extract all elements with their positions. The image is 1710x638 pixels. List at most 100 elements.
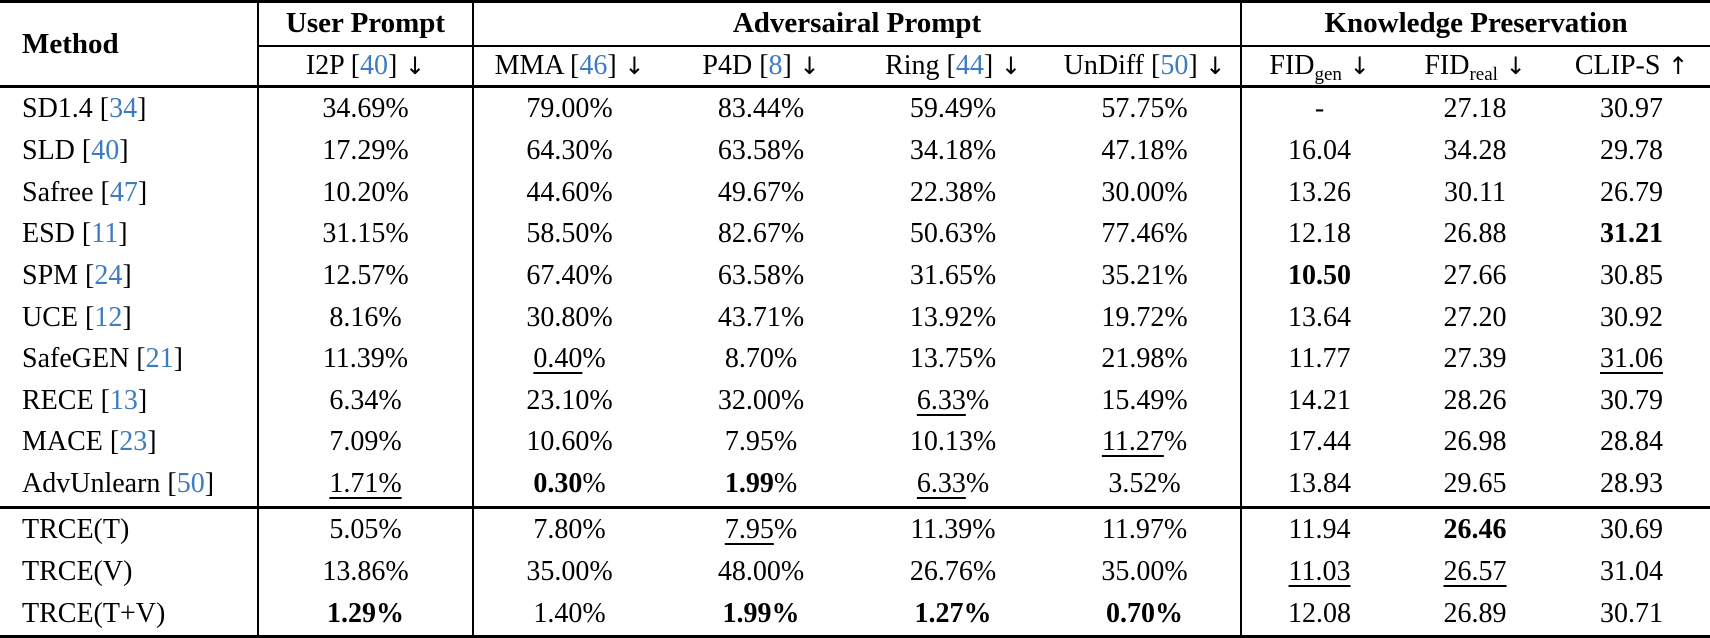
cell-rece-undiff: 15.49%	[1049, 380, 1241, 422]
group-header-row: Method User Prompt Adversairal Prompt Know…	[0, 1, 1710, 88]
cell-value: 47.18%	[1101, 135, 1188, 167]
cell-value: 13.86%	[322, 555, 409, 587]
citation-link[interactable]: 46	[579, 49, 608, 81]
citation-link[interactable]: 47	[109, 176, 138, 208]
cell-value: 16.04	[1288, 135, 1352, 167]
cell-rece-mma: 23.10%	[472, 380, 665, 422]
cell-value: 30.79	[1600, 384, 1664, 416]
citation-link[interactable]: 11	[91, 218, 119, 250]
citation-link[interactable]: 24	[94, 259, 123, 291]
cell-trce-t-v-undiff: 0.70%	[1049, 593, 1241, 637]
cell-safegen-p4d: 8.70%	[665, 338, 857, 380]
cell-value: 13.26	[1288, 176, 1352, 208]
cell-value: 30.71	[1600, 597, 1664, 629]
cell-value: 10.50	[1288, 259, 1352, 291]
cell-value: 43.71%	[717, 301, 805, 333]
citation-link[interactable]: 13	[109, 384, 138, 416]
cell-rece-ring: 6.33%	[857, 380, 1049, 422]
citation-link[interactable]: 50	[1160, 49, 1189, 81]
cell-value: 13.92%	[909, 301, 997, 333]
cell-value: 23.10%	[526, 384, 613, 416]
citation-link[interactable]: 23	[119, 426, 148, 458]
cell-advunlearn-fid-real: 29.65	[1397, 463, 1553, 507]
table-header: Method User Prompt Adversairal Prompt Know…	[0, 1, 1710, 88]
cell-value: 21.98%	[1101, 343, 1188, 375]
citation-link[interactable]: 12	[94, 301, 123, 333]
cell-value: 31.06	[1600, 343, 1664, 375]
cell-value: 35.00%	[526, 555, 613, 587]
subscript-label: gen	[1314, 63, 1342, 85]
cell-value: %	[773, 513, 798, 545]
cell-rece-p4d: 32.00%	[665, 380, 857, 422]
citation-link[interactable]: 40	[91, 135, 120, 167]
cell-safegen-clip-s: 31.06	[1553, 338, 1710, 380]
cell-value: 11.27	[1101, 426, 1164, 458]
arrow-down-icon: ↓	[791, 51, 820, 80]
cell-trce-v-clip-s: 31.04	[1553, 551, 1710, 593]
cell-value: 31.21	[1600, 218, 1664, 250]
cell-sd1-4-mma: 79.00%	[472, 86, 665, 131]
cell-sld-i2p: 17.29%	[257, 130, 473, 172]
cell-value: 12.18	[1288, 218, 1352, 250]
cell-advunlearn-i2p: 1.71%	[257, 463, 473, 508]
column-header-fid-gen: FIDgen ↓	[1240, 45, 1398, 88]
cell-sld-fid-gen: 16.04	[1240, 130, 1398, 172]
cell-value: 30.80%	[526, 301, 613, 333]
cell-esd-ring: 50.63%	[857, 214, 1049, 256]
cell-value: 17.44	[1288, 426, 1352, 458]
cell-value: 1.27%	[914, 597, 992, 629]
row-trce-v: TRCE(V) 13.86% 35.00% 48.00% 26.76% 35.00% 11.…	[0, 550, 1710, 593]
cell-value: %	[965, 468, 990, 500]
cell-value: %	[582, 343, 606, 375]
cell-value: 57.75%	[1101, 93, 1188, 125]
citation-link[interactable]: 50	[176, 468, 205, 500]
cell-value: 30.85	[1600, 259, 1664, 291]
cell-spm-clip-s: 30.85	[1553, 255, 1710, 297]
cell-sd1-4-clip-s: 30.97	[1553, 87, 1710, 131]
column-header-clip-s: CLIP-S ↑	[1553, 45, 1710, 88]
method-name: TRCE(T)	[0, 505, 258, 551]
cell-value: 13.75%	[909, 343, 997, 375]
cell-value: 30.69	[1600, 513, 1664, 545]
citation-link[interactable]: 40	[360, 49, 389, 81]
cell-safree-mma: 44.60%	[472, 171, 665, 214]
cell-mace-clip-s: 28.84	[1553, 422, 1710, 464]
cell-value: 29.65	[1443, 468, 1507, 500]
cell-value: -	[1314, 93, 1325, 125]
cell-uce-mma: 30.80%	[472, 296, 665, 339]
cell-trce-v-undiff: 35.00%	[1049, 551, 1241, 593]
cell-value: 19.72%	[1101, 301, 1188, 333]
cell-safree-clip-s: 26.79	[1553, 172, 1710, 214]
cell-sld-fid-real: 34.28	[1397, 130, 1553, 172]
cell-mace-fid-gen: 17.44	[1240, 421, 1398, 464]
cell-mace-mma: 10.60%	[472, 421, 665, 464]
cell-value: 1.99	[724, 468, 774, 500]
cell-value: 63.58%	[717, 259, 805, 291]
row-esd: ESD [11] 31.15% 58.50% 82.67% 50.63% 77.46% 12…	[0, 213, 1710, 256]
citation-link[interactable]: 21	[145, 343, 174, 375]
cell-safree-p4d: 49.67%	[665, 172, 857, 214]
cell-value: 59.49%	[909, 93, 997, 125]
cell-value: 11.03	[1288, 555, 1351, 587]
citation-link[interactable]: 34	[109, 93, 138, 125]
cell-value: 27.20	[1443, 301, 1507, 333]
cell-advunlearn-mma: 0.30%	[472, 463, 665, 508]
row-spm: SPM [24] 12.57% 67.40% 63.58% 31.65% 35.21% 10…	[0, 255, 1710, 297]
arrow-down-icon: ↓	[397, 51, 426, 80]
citation-link[interactable]: 44	[955, 49, 984, 81]
citation-link[interactable]: 8	[768, 49, 783, 81]
cell-spm-fid-gen: 10.50	[1240, 255, 1398, 297]
cell-value: 27.66	[1443, 259, 1507, 291]
cell-value: 7.95%	[724, 426, 798, 458]
cell-value: 0.40	[533, 343, 583, 375]
cell-value: 28.26	[1443, 384, 1507, 416]
cell-esd-clip-s: 31.21	[1553, 214, 1710, 256]
cell-value: 11.39%	[322, 343, 409, 375]
cell-value: 1.29%	[327, 597, 404, 629]
column-header-fid-real: FIDreal ↓	[1397, 45, 1554, 88]
cell-value: 10.20%	[322, 176, 409, 208]
group-header-adversairal-prompt: Adversairal Prompt	[471, 1, 1242, 47]
cell-trce-t-v-i2p: 1.29%	[257, 592, 473, 637]
cell-safegen-fid-real: 27.39	[1397, 338, 1553, 380]
cell-value: 30.92	[1600, 301, 1664, 333]
